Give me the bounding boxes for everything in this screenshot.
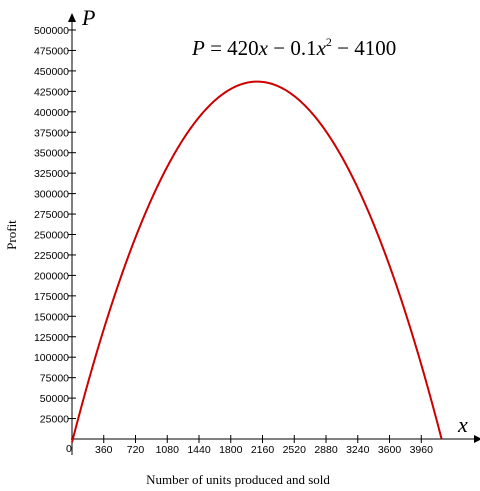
equation-p: P [191,36,205,60]
x-tick-label: 1440 [187,444,211,456]
y-axis-title: Profit [4,220,19,250]
y-axis-arrow [68,13,76,22]
y-tick-label: 25000 [40,414,69,426]
y-axis-variable: P [81,5,95,30]
x-axis-variable: x [457,412,468,437]
y-tick-label: 400000 [34,107,69,119]
y-tick-label: 50000 [40,393,69,405]
y-tick-label: 375000 [34,127,69,139]
profit-curve [71,80,443,443]
y-tick-label: 225000 [34,250,69,262]
equation-eq: = 420 [205,36,259,60]
equation-x2: x [316,36,327,60]
y-ticks: 25000 50000 75000 100000 125000 150000 175000 2… [34,25,76,426]
y-tick-label: 325000 [34,168,69,180]
y-tick-label: 150000 [34,311,69,323]
y-tick-label: 425000 [34,86,69,98]
y-tick-label: 450000 [34,66,69,78]
equation-label: P = 420x − 0.1x2 − 4100 [191,35,396,60]
y-tick-label: 100000 [34,352,69,364]
y-tick-label: 350000 [34,148,69,160]
y-tick-label: 500000 [34,25,69,37]
x-tick-label: 2880 [314,444,338,456]
x-ticks: 360 720 1080 1440 1800 2160 2520 2880 3240 3600 39… [95,435,433,456]
x-tick-label: 1080 [156,444,180,456]
x-tick-label: 360 [95,444,113,456]
y-tick-label: 75000 [40,373,69,385]
x-axis-title: Number of units produced and sold [146,472,330,487]
y-tick-label: 275000 [34,209,69,221]
x-tick-label: 2520 [283,444,307,456]
x-tick-label: 3240 [346,444,370,456]
y-tick-label: 300000 [34,189,69,201]
y-tick-label: 250000 [34,230,69,242]
x-tick-label: 3960 [410,444,434,456]
y-tick-label: 175000 [34,291,69,303]
equation-mid: − 0.1 [268,36,317,60]
y-tick-label: 125000 [34,332,69,344]
x-tick-label: 1800 [219,444,243,456]
x-tick-label: 2160 [251,444,275,456]
equation-tail: − 4100 [332,36,396,60]
x-axis-arrow [474,435,480,443]
equation-x1: x [258,36,269,60]
x-tick-label: 3600 [378,444,402,456]
y-tick-label: 475000 [34,45,69,57]
equation-sup: 2 [326,35,332,49]
y-tick-label: 200000 [34,270,69,282]
x-tick-label: 720 [127,444,145,456]
origin-label: 0 [66,443,72,455]
